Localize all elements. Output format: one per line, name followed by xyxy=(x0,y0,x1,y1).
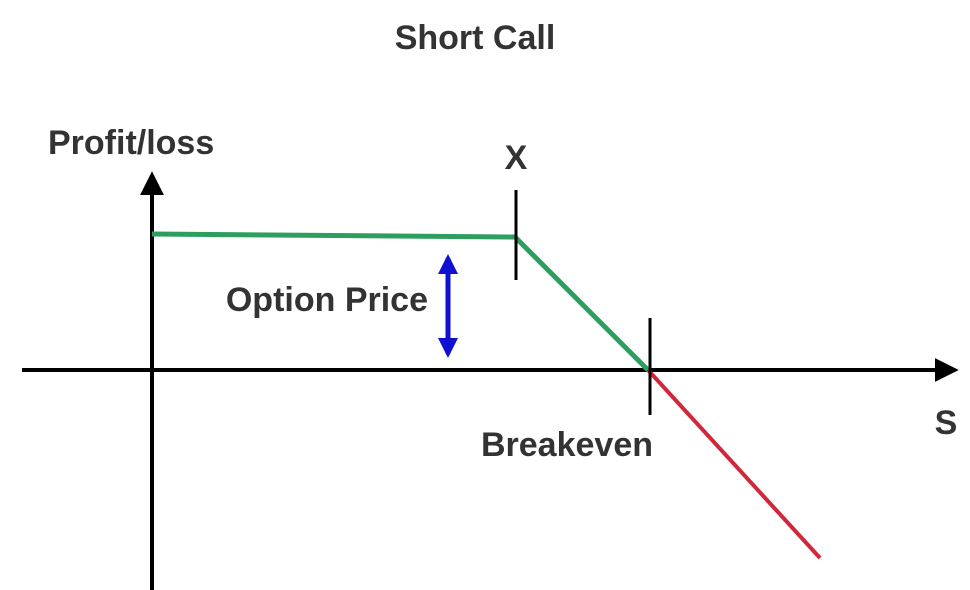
strike-label: X xyxy=(505,139,528,177)
premium-label: Option Price xyxy=(226,281,428,319)
x-axis-label: S xyxy=(935,404,958,442)
title: Short Call xyxy=(395,19,556,57)
y-axis-label: Profit/loss xyxy=(48,124,214,162)
loss-line xyxy=(646,368,822,560)
breakeven-label: Breakeven xyxy=(481,426,653,464)
